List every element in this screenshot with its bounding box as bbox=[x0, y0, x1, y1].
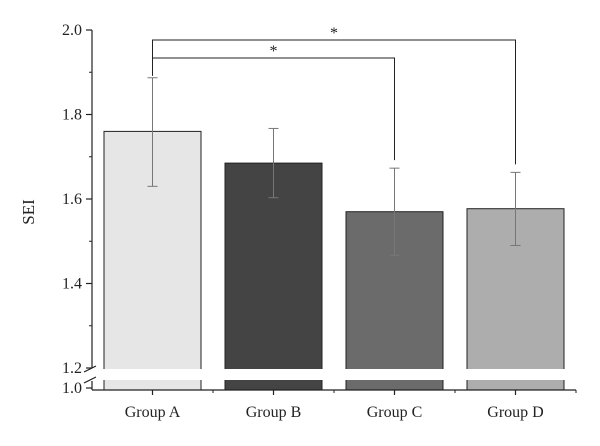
x-tick-label: Group D bbox=[487, 404, 543, 421]
y-tick-label-lower: 1.0 bbox=[62, 380, 82, 397]
x-tick-label: Group C bbox=[367, 404, 423, 421]
axes: 1.2 1.4 1.6 1.8 2.0 1.0 Group A Group B Group C G… bbox=[62, 22, 577, 421]
bracket-line bbox=[152, 39, 516, 165]
y-tick-label: 1.4 bbox=[62, 276, 82, 293]
bars bbox=[103, 130, 565, 391]
significance-bracket: * bbox=[152, 25, 516, 165]
y-axis-title: SEI bbox=[19, 199, 38, 225]
axis-break-gap bbox=[84, 369, 578, 380]
significance-brackets: ** bbox=[152, 25, 516, 165]
y-tick-label: 2.0 bbox=[62, 22, 82, 39]
error-bars bbox=[147, 77, 521, 256]
x-tick-label: Group A bbox=[125, 404, 181, 421]
error-bar bbox=[389, 167, 400, 256]
x-tick-label: Group B bbox=[246, 404, 302, 421]
significance-star: * bbox=[330, 25, 338, 42]
error-bar bbox=[510, 171, 521, 246]
y-tick-label: 1.6 bbox=[62, 191, 82, 208]
y-tick-label: 1.8 bbox=[62, 107, 82, 124]
axis-break-mark-bottom bbox=[83, 376, 97, 384]
axis-break-mark-top bbox=[83, 365, 97, 373]
y-tick-label: 1.2 bbox=[62, 360, 82, 377]
error-bar bbox=[268, 127, 279, 199]
significance-star: * bbox=[270, 43, 278, 60]
error-bar bbox=[147, 77, 158, 187]
axis-break bbox=[83, 365, 578, 384]
bar-group-b bbox=[224, 162, 323, 391]
